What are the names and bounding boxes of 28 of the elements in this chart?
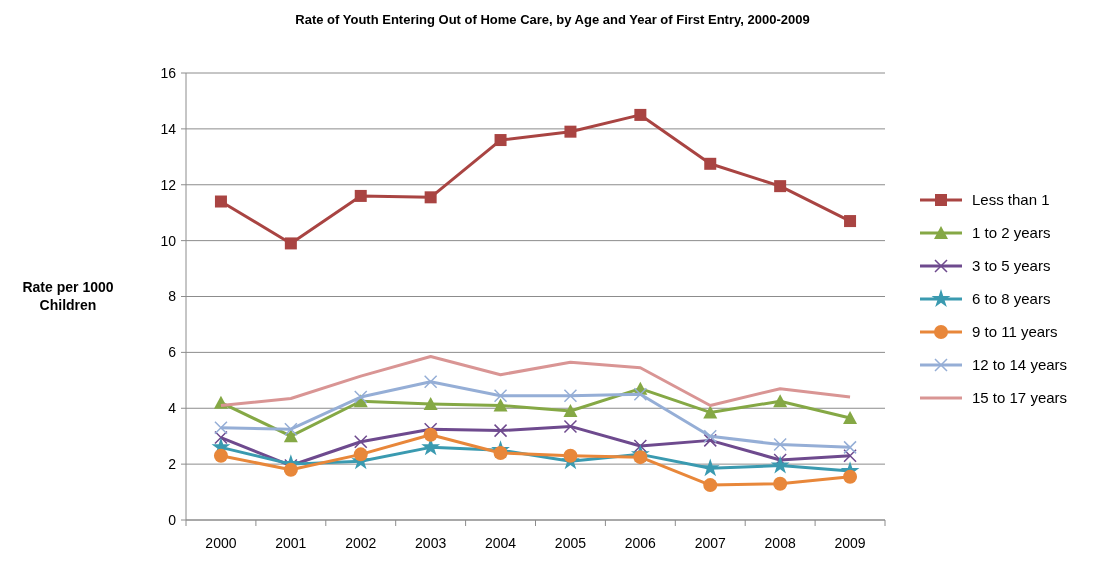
y-tick-label: 16 — [160, 64, 177, 81]
y-tick-label: 14 — [160, 120, 177, 137]
y-tick-label: 4 — [168, 400, 177, 417]
y-axis-title: Rate per 1000 Children — [22, 279, 114, 313]
x-tick-label: 2008 — [764, 535, 796, 551]
y-tick-label: 12 — [160, 176, 177, 193]
x-tick-label: 2000 — [205, 535, 237, 551]
x-tick-label: 2007 — [694, 535, 727, 551]
legend-label: 12 to 14 years — [972, 356, 1068, 374]
x-tick-label: 2005 — [554, 535, 587, 551]
legend-label: 3 to 5 years — [972, 257, 1051, 275]
legend-label: 9 to 11 years — [972, 323, 1058, 341]
x-tick-label: 2001 — [275, 535, 307, 551]
x-tick-label: 2006 — [624, 535, 657, 551]
legend-label: 1 to 2 years — [972, 224, 1051, 242]
y-tick-label: 10 — [160, 232, 177, 249]
legend-label: 6 to 8 years — [972, 290, 1051, 308]
y-tick-label: 8 — [168, 288, 177, 305]
legend-label: 15 to 17 years — [972, 389, 1068, 407]
legend-label: Less than 1 — [972, 191, 1050, 209]
y-tick-label: 2 — [168, 456, 177, 473]
x-tick-label: 2002 — [345, 535, 377, 551]
y-tick-label: 0 — [168, 511, 177, 528]
x-tick-label: 2003 — [415, 535, 447, 551]
x-tick-label: 2004 — [484, 535, 517, 551]
x-tick-label: 2009 — [834, 535, 866, 551]
chart-title: Rate of Youth Entering Out of Home Care, by Age and Year of First Entry, 2000-2009 — [295, 12, 810, 27]
y-tick-label: 6 — [168, 344, 177, 361]
